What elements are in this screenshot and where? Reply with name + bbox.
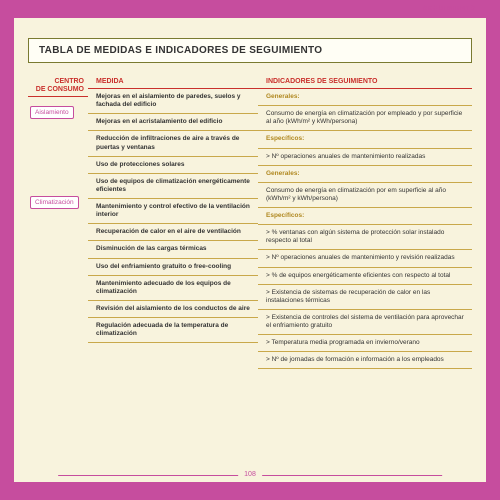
medida-cell: Recuperación de calor en el aire de vent… [88,224,258,241]
table: CENTRODE CONSUMO Aislamiento Climatizaci… [28,75,472,369]
indicator-cell: Temperatura media programada en invierno… [258,335,472,352]
indicator-subheader: Generales: [258,166,472,183]
header-indicadores: INDICADORES DE SEGUIMIENTO [258,75,472,89]
indicator-cell: Consumo de energía en climatización por … [258,106,472,131]
page-container: SEGUIMIENTO TABLA DE MEDIDAS E INDICADOR… [14,18,486,482]
header-medida: MEDIDA [88,75,258,89]
medida-cell: Disminución de las cargas térmicas [88,241,258,258]
category-tag-aislamiento: Aislamiento [30,106,74,119]
medida-cell: Uso de equipos de climatización energéti… [88,174,258,199]
indicator-subheader: Generales: [258,89,472,106]
medida-cell: Reducción de infiltraciones de aire a tr… [88,131,258,156]
column-centro: CENTRODE CONSUMO Aislamiento Climatizaci… [28,75,88,369]
page-number: 108 [244,471,256,478]
category-cell: Aislamiento [28,97,88,119]
medida-cell: Mantenimiento y control efectivo de la v… [88,199,258,224]
page-title: TABLA DE MEDIDAS E INDICADORES DE SEGUIM… [39,45,461,56]
medida-cell: Regulación adecuada de la temperatura de… [88,318,258,343]
spacer [28,119,88,187]
medida-cell: Mejoras en el aislamiento de paredes, su… [88,89,258,114]
medida-cell: Mantenimiento adecuado de los equipos de… [88,276,258,301]
section-tag: SEGUIMIENTO [423,6,476,12]
indicator-cell: Existencia de controles del sistema de v… [258,310,472,335]
indicator-subheader: Específicos: [258,208,472,225]
medida-cell: Revisión del aislamiento de los conducto… [88,301,258,318]
indicator-cell: Existencia de sistemas de recuperación d… [258,285,472,310]
medida-cell: Mejoras en el acristalamiento del edific… [88,114,258,131]
indicator-cell: % de equipos energéticamente eficientes … [258,268,472,285]
column-medida: MEDIDA Mejoras en el aislamiento de pare… [88,75,258,369]
indicator-cell: % ventanas con algún sistema de protecci… [258,225,472,250]
medida-cell: Uso de protecciones solares [88,157,258,174]
category-tag-climatizacion: Climatización [30,196,79,209]
indicator-cell: Nº operaciones anuales de mantenimiento … [258,250,472,267]
indicator-cell: Nº operaciones anuales de mantenimiento … [258,149,472,166]
title-bar: TABLA DE MEDIDAS E INDICADORES DE SEGUIM… [28,38,472,63]
indicator-subheader: Específicos: [258,131,472,148]
indicator-cell: Nº de jornadas de formación e informació… [258,352,472,369]
category-cell: Climatización [28,187,88,209]
medida-cell: Uso del enfriamiento gratuito o free-coo… [88,259,258,276]
indicator-cell: Consumo de energía en climatización por … [258,183,472,208]
column-indicadores: INDICADORES DE SEGUIMIENTO Generales: Co… [258,75,472,369]
header-centro: CENTRODE CONSUMO [28,75,88,97]
